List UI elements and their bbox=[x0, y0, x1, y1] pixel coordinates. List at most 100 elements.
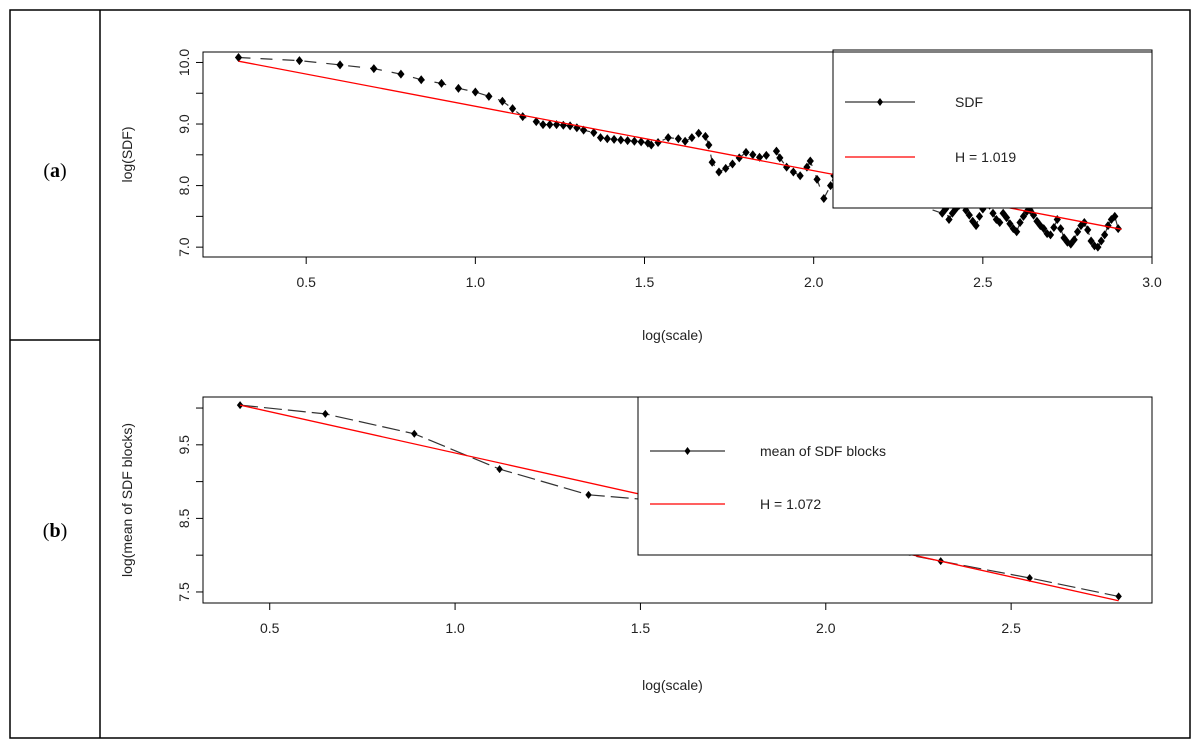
data-point bbox=[610, 134, 618, 144]
data-point bbox=[234, 53, 243, 63]
data-point bbox=[630, 136, 638, 146]
data-point bbox=[715, 167, 723, 177]
data-point bbox=[1090, 241, 1099, 251]
data-point bbox=[552, 120, 561, 130]
data-point bbox=[417, 75, 425, 85]
data-point bbox=[789, 167, 797, 177]
x-axis-label: log(scale) bbox=[642, 327, 703, 343]
data-point bbox=[688, 133, 696, 143]
data-point bbox=[1029, 210, 1038, 220]
legend-marker bbox=[877, 98, 883, 106]
data-point bbox=[681, 136, 689, 146]
data-point bbox=[783, 162, 791, 172]
x-tick-label: 1.5 bbox=[631, 620, 651, 636]
data-point bbox=[735, 153, 743, 163]
data-point bbox=[965, 210, 973, 220]
data-point bbox=[1019, 211, 1028, 221]
data-point bbox=[322, 409, 329, 418]
data-point bbox=[485, 91, 493, 101]
data-point bbox=[1094, 242, 1102, 252]
legend-label: H = 1.072 bbox=[760, 496, 821, 512]
y-tick-label: 10.0 bbox=[176, 49, 192, 76]
data-point bbox=[454, 83, 463, 93]
data-point bbox=[1073, 227, 1082, 237]
data-point bbox=[617, 135, 625, 145]
data-point bbox=[1097, 236, 1105, 246]
data-point bbox=[674, 134, 682, 144]
panel-label-b: (b) bbox=[43, 520, 67, 542]
data-point bbox=[1111, 211, 1119, 221]
x-tick-label: 0.5 bbox=[296, 274, 316, 290]
y-tick-label: 7.0 bbox=[176, 237, 192, 257]
data-point bbox=[1050, 222, 1058, 232]
x-tick-label: 2.0 bbox=[804, 274, 824, 290]
data-point bbox=[519, 112, 527, 122]
data-point bbox=[580, 125, 588, 135]
data-point bbox=[742, 147, 750, 157]
y-axis-label: log(SDF) bbox=[119, 126, 135, 182]
data-point bbox=[1101, 230, 1109, 240]
data-point bbox=[644, 138, 652, 148]
data-point bbox=[762, 150, 770, 160]
x-axis-label: log(scale) bbox=[642, 677, 703, 693]
data-point bbox=[755, 152, 764, 162]
legend-box bbox=[832, 49, 1153, 209]
data-point bbox=[806, 156, 814, 166]
data-point bbox=[1115, 592, 1122, 601]
data-point bbox=[969, 216, 977, 226]
data-point bbox=[637, 137, 645, 147]
data-point bbox=[820, 194, 828, 204]
y-axis-label: log(mean of SDF blocks) bbox=[119, 423, 135, 577]
data-point bbox=[701, 131, 710, 141]
data-point bbox=[1016, 218, 1024, 228]
data-point bbox=[585, 490, 592, 499]
data-point bbox=[498, 96, 507, 106]
data-point bbox=[370, 64, 378, 74]
data-point bbox=[647, 140, 655, 150]
legend-marker bbox=[684, 447, 691, 455]
data-point bbox=[1104, 221, 1112, 231]
data-point bbox=[813, 174, 821, 184]
data-point bbox=[1006, 219, 1014, 229]
series-line bbox=[240, 404, 1119, 597]
data-point bbox=[437, 78, 446, 88]
data-point bbox=[1040, 224, 1048, 234]
data-point bbox=[566, 121, 574, 131]
data-point bbox=[496, 465, 503, 474]
data-point bbox=[1070, 235, 1078, 245]
x-tick-label: 0.5 bbox=[260, 620, 280, 636]
data-point bbox=[1057, 224, 1065, 234]
data-point bbox=[708, 157, 716, 167]
data-point bbox=[532, 117, 540, 127]
x-tick-label: 1.0 bbox=[445, 620, 465, 636]
data-point bbox=[471, 87, 479, 97]
data-point bbox=[664, 133, 672, 143]
data-point bbox=[603, 134, 611, 144]
data-point bbox=[796, 171, 804, 181]
data-point bbox=[336, 60, 344, 70]
legend-label: SDF bbox=[955, 94, 983, 110]
data-point bbox=[705, 140, 713, 150]
data-point bbox=[654, 137, 662, 147]
data-point bbox=[722, 163, 730, 173]
data-point bbox=[989, 208, 997, 218]
panel-label-a: (a) bbox=[43, 160, 66, 182]
data-point bbox=[590, 128, 598, 138]
data-point bbox=[749, 150, 757, 160]
data-point bbox=[1060, 233, 1068, 243]
y-tick-label: 8.0 bbox=[176, 176, 192, 196]
data-point bbox=[411, 429, 418, 438]
data-point bbox=[1013, 227, 1021, 237]
data-point bbox=[938, 208, 946, 218]
data-point bbox=[1002, 213, 1011, 223]
y-tick-label: 9.0 bbox=[176, 114, 192, 134]
x-tick-label: 3.0 bbox=[1142, 274, 1162, 290]
data-point bbox=[776, 153, 784, 163]
data-point bbox=[1046, 230, 1055, 240]
data-point bbox=[945, 214, 953, 224]
data-point bbox=[772, 146, 781, 156]
chart-a: SDF H = 1.019 0.5 1.0 1.5 2.0 2.5 3.0 7.0 8.0 9.0 1… bbox=[119, 49, 1162, 343]
data-point bbox=[236, 401, 244, 410]
